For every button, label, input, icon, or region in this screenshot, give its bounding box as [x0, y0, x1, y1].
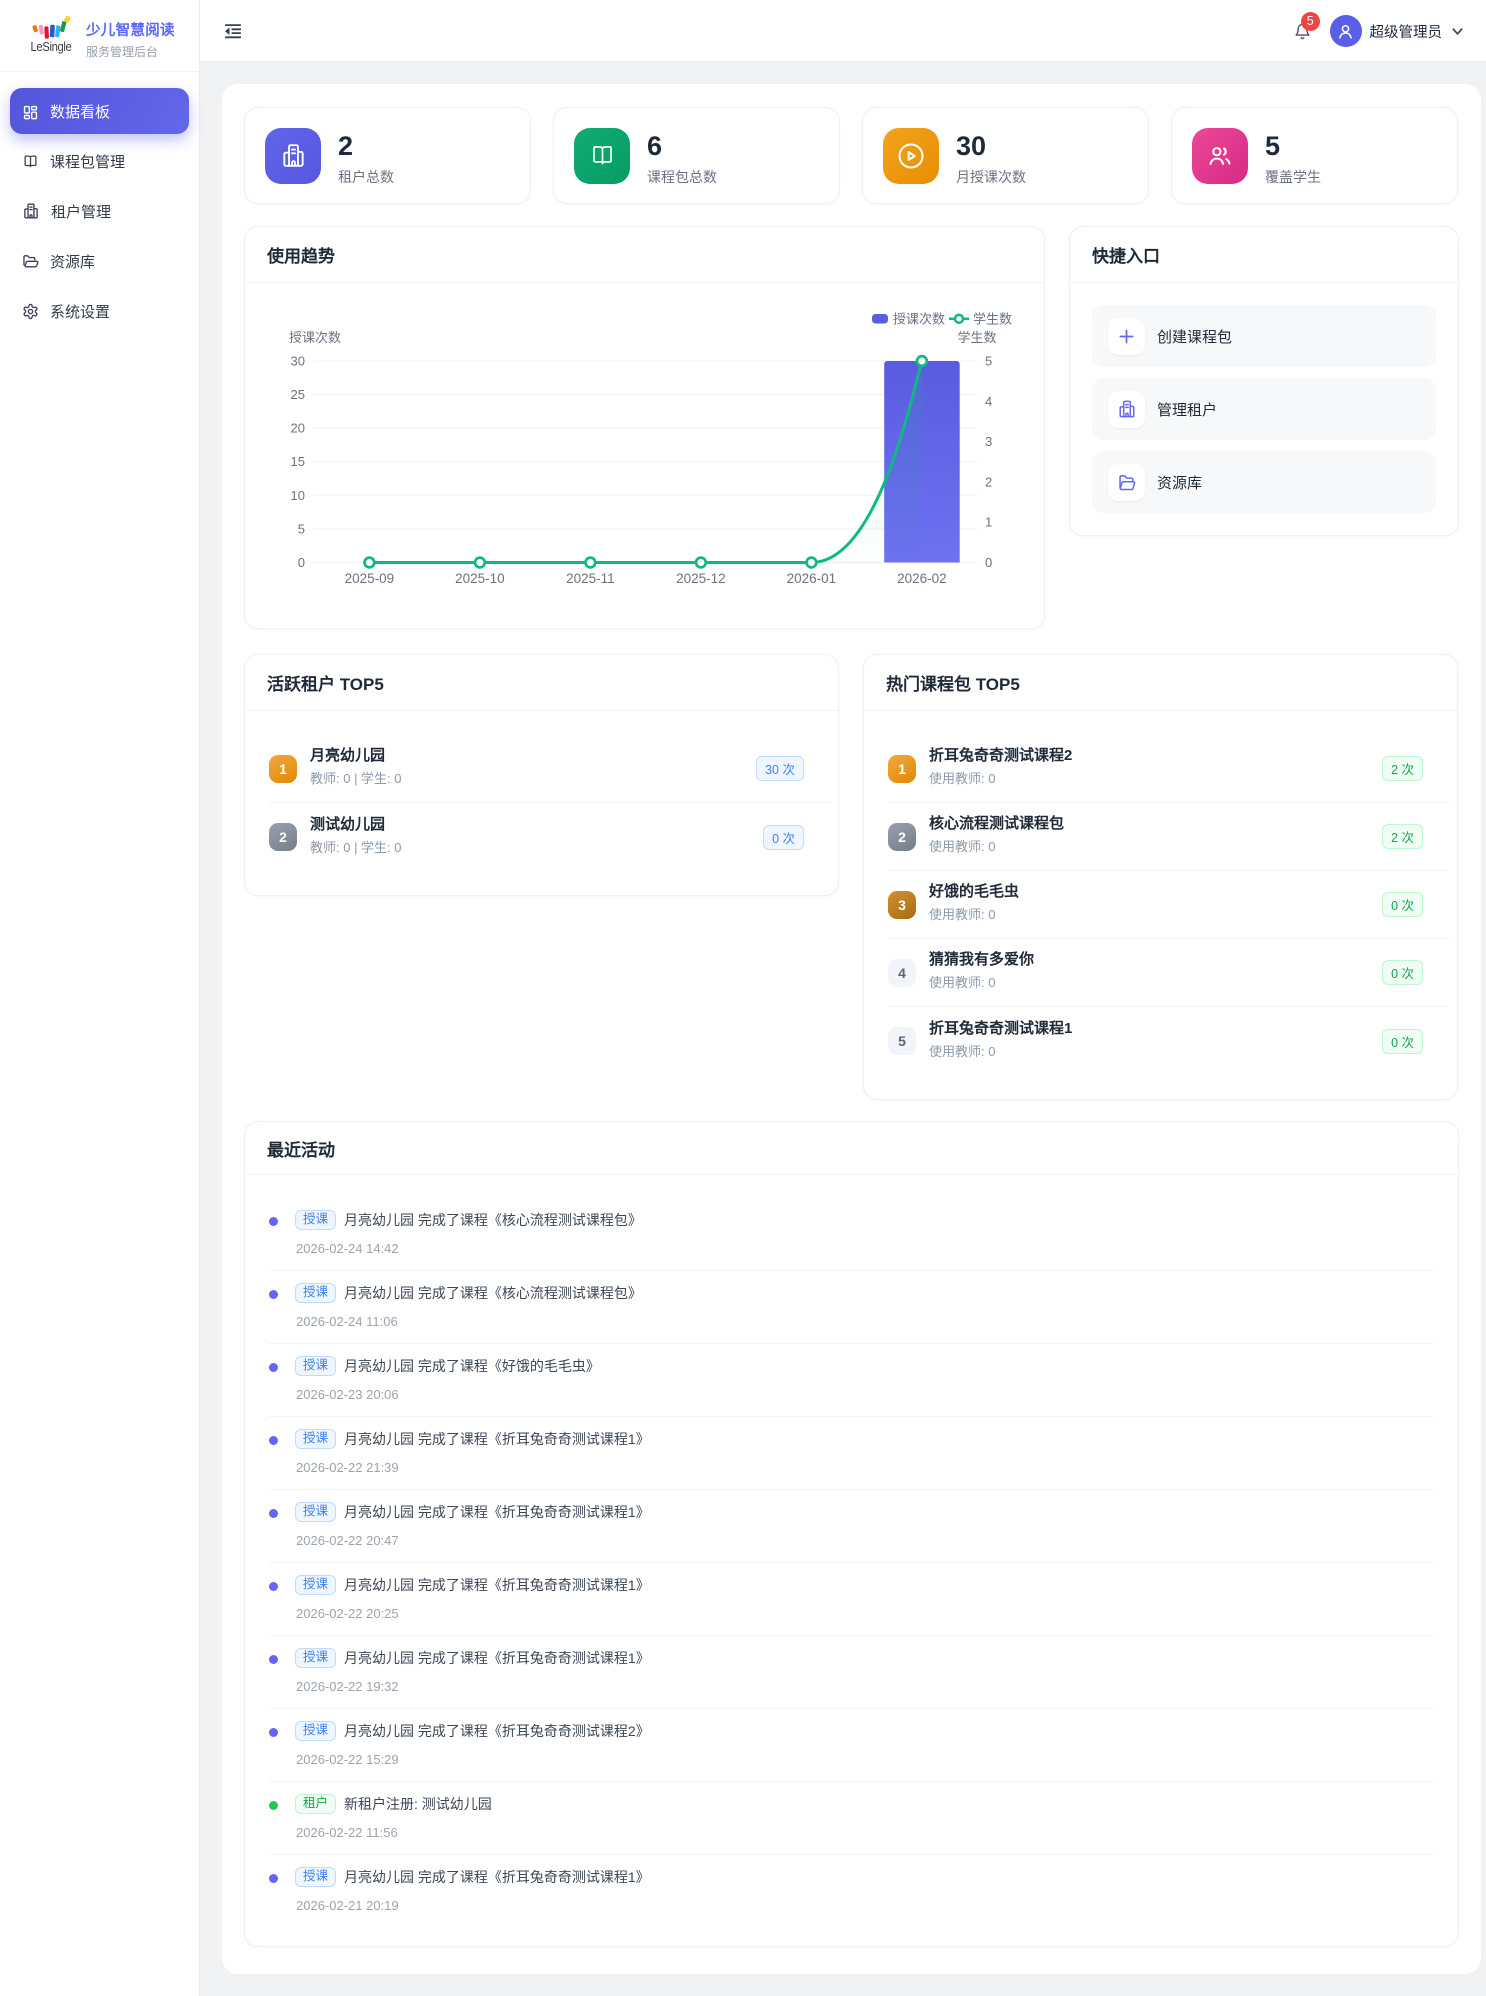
svg-text:30: 30: [291, 354, 305, 369]
svg-text:0: 0: [298, 555, 305, 570]
svg-text:0: 0: [985, 555, 992, 570]
svg-text:2026-01: 2026-01: [787, 571, 837, 586]
svg-text:授课次数: 授课次数: [893, 312, 945, 327]
svg-text:2025-10: 2025-10: [455, 571, 505, 586]
svg-text:10: 10: [291, 488, 305, 503]
svg-text:5: 5: [298, 521, 305, 536]
svg-text:2: 2: [985, 474, 992, 489]
svg-text:授课次数: 授课次数: [289, 330, 341, 345]
svg-text:2026-02: 2026-02: [897, 571, 947, 586]
svg-text:15: 15: [291, 454, 305, 469]
svg-text:4: 4: [985, 394, 992, 409]
svg-text:学生数: 学生数: [957, 330, 996, 345]
svg-text:学生数: 学生数: [973, 312, 1012, 327]
svg-text:25: 25: [291, 387, 305, 402]
svg-text:2025-09: 2025-09: [345, 571, 395, 586]
svg-text:5: 5: [985, 354, 992, 369]
svg-text:3: 3: [985, 434, 992, 449]
svg-text:1: 1: [985, 515, 992, 530]
svg-text:2025-12: 2025-12: [676, 571, 726, 586]
svg-text:2025-11: 2025-11: [566, 571, 615, 586]
svg-text:20: 20: [291, 421, 305, 436]
